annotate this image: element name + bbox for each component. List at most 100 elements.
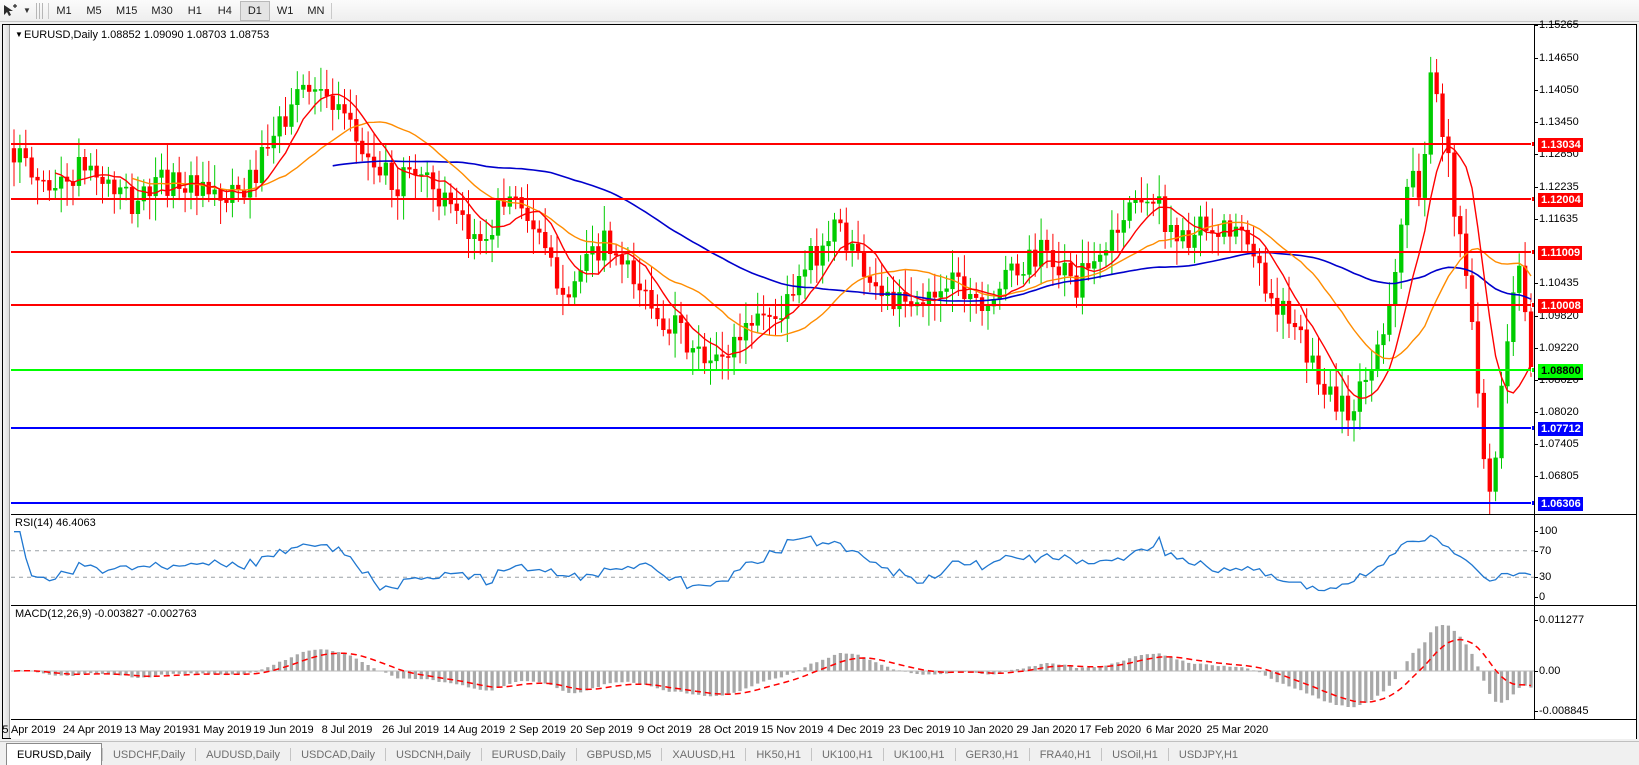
tab-divider <box>195 748 197 761</box>
price-axis-tick: 1.09220 <box>1535 341 1579 354</box>
macd-axis[interactable]: 0.011277 0.00 -0.008845 <box>1534 606 1636 719</box>
chart-tab-fra40-h1[interactable]: FRA40,H1 <box>1039 749 1092 761</box>
rsi-series-svg <box>11 531 1534 592</box>
timeframe-m15[interactable]: M15 <box>116 4 138 17</box>
chart-tab-usdjpy-h1[interactable]: USDJPY,H1 <box>1178 749 1239 761</box>
rsi-axis-tick: 100 <box>1534 525 1558 537</box>
timeframe-mn[interactable]: MN <box>307 4 325 17</box>
price-plot[interactable] <box>11 25 1534 514</box>
price-axis-tick: 1.13450 <box>1535 115 1579 128</box>
price-level-chip-1.13034: 1.13034 <box>1538 138 1583 153</box>
time-axis-label: 9 Oct 2019 <box>638 724 692 736</box>
tab-divider <box>101 748 103 761</box>
macd-plot[interactable] <box>11 606 1534 719</box>
rsi-plot[interactable] <box>11 515 1534 605</box>
time-axis-label: 10 Jan 2020 <box>952 724 1014 736</box>
level-line-1.13034[interactable] <box>11 141 1537 148</box>
grip-handle-icon[interactable] <box>36 2 44 19</box>
price-axis-tick: 1.11635 <box>1535 212 1578 225</box>
timeframe-m1[interactable]: M1 <box>56 4 72 17</box>
macd-panel[interactable]: MACD(12,26,9) -0.003827 -0.002763 0.0112… <box>11 606 1636 719</box>
price-axis[interactable]: 1.15265 1.14650 1.14050 1.13450 1.12850 1.122… <box>1534 20 1636 514</box>
chart-tab-eurusd-daily[interactable]: EURUSD,Daily <box>6 743 102 765</box>
rsi-panel[interactable]: RSI(14) 46.4063 100 70 30 0 <box>11 515 1636 605</box>
chart-tab-usdcad-daily[interactable]: USDCAD,Daily <box>301 749 376 761</box>
level-line-1.08800[interactable] <box>11 366 1537 373</box>
chart-tab-ger30-h1[interactable]: GER30,H1 <box>965 749 1019 761</box>
rsi-axis-tick: 30 <box>1534 571 1552 584</box>
timeframe-m5[interactable]: M5 <box>86 4 102 17</box>
timeframe-h4[interactable]: H4 <box>217 4 232 17</box>
timeframe-h1[interactable]: H1 <box>187 4 202 17</box>
time-axis-label: 26 Jul 2019 <box>382 724 440 736</box>
macd-axis-tick: 0.011277 <box>1534 614 1585 626</box>
chart-tab-eurusd-daily[interactable]: EURUSD,Daily <box>491 749 566 761</box>
level-line-1.06306[interactable] <box>11 500 1537 506</box>
time-axis-label: 29 Jan 2020 <box>1016 724 1077 736</box>
rsi-axis[interactable]: 100 70 30 0 <box>1534 515 1636 605</box>
chart-tab-usdcnh-daily[interactable]: USDCNH,Daily <box>396 749 471 761</box>
price-axis-tick: 1.14050 <box>1535 83 1579 96</box>
tab-divider <box>1101 748 1103 761</box>
price-axis-tick: 1.15265 <box>1535 19 1579 31</box>
ma-mid-line <box>131 121 1532 360</box>
chart-tab-uk100-h1[interactable]: UK100,H1 <box>893 749 945 761</box>
time-axis-label: 20 Sep 2019 <box>570 724 633 736</box>
panel-separator-1 <box>11 514 1636 515</box>
time-axis-label: 6 Mar 2020 <box>1145 724 1202 736</box>
chart-vertical-scrollbar[interactable] <box>3 25 10 738</box>
price-axis-tick: 1.06805 <box>1535 470 1579 483</box>
panel-separator-2 <box>11 605 1636 606</box>
time-axis-label: 8 Jul 2019 <box>321 724 373 736</box>
level-line-1.07712[interactable] <box>11 424 1537 431</box>
price-axis-tick: 1.12235 <box>1535 180 1579 193</box>
timeframe-m30[interactable]: M30 <box>151 4 173 17</box>
price-level-chip-1.12004: 1.12004 <box>1538 192 1583 207</box>
price-panel[interactable]: ▼EURUSD,Daily 1.08852 1.09090 1.08703 1.… <box>11 20 1636 514</box>
timeframe-w1[interactable]: W1 <box>276 4 294 17</box>
level-line-1.12004[interactable] <box>11 195 1537 202</box>
chart-tab-gbpusd-m5[interactable]: GBPUSD,M5 <box>586 749 652 761</box>
rsi-line <box>14 531 1532 592</box>
tab-divider <box>882 748 884 761</box>
level-line-1.11009[interactable] <box>11 249 1537 256</box>
dropdown-caret-icon[interactable]: ▼ <box>23 6 31 15</box>
time-axis-label: 13 May 2019 <box>124 724 188 736</box>
price-level-chip-1.08800: 1.08800 <box>1538 363 1583 378</box>
chart-tab-bar: EURUSD,Daily USDCHF,Daily AUDUSD,Daily USDC… <box>0 741 1639 765</box>
chart-tab-audusd-daily[interactable]: AUDUSD,Daily <box>206 749 281 761</box>
chart-tab-usdchf-daily[interactable]: USDCHF,Daily <box>112 749 186 761</box>
price-axis-tick: 1.12850 <box>1535 147 1579 160</box>
time-axis-label: 15 Nov 2019 <box>760 724 824 736</box>
time-axis-label: 28 Oct 2019 <box>698 724 759 736</box>
timeframe-d1[interactable]: D1 <box>239 0 270 21</box>
price-axis-tick: 1.10435 <box>1535 276 1579 289</box>
tab-divider <box>810 748 812 761</box>
level-line-1.10008[interactable] <box>11 302 1537 309</box>
tab-divider <box>385 748 387 761</box>
time-axis[interactable]: 5 Apr 2019 24 Apr 2019 13 May 2019 31 May 2… <box>2 719 1636 739</box>
chart-tab-uk100-h1[interactable]: UK100,H1 <box>821 749 873 761</box>
price-series-svg <box>11 56 1534 514</box>
price-level-chip-1.10008: 1.10008 <box>1538 299 1583 314</box>
tab-divider <box>290 748 292 761</box>
price-axis-tick: 1.07405 <box>1535 438 1579 451</box>
chart-tab-hk50-h1[interactable]: HK50,H1 <box>756 749 801 761</box>
chart-tab-xauusd-h1[interactable]: XAUUSD,H1 <box>672 749 736 761</box>
toolbar: ▼ M1 M5 M15 M30 H1 H4 D1 W1 MN <box>0 0 1639 22</box>
toolbar-divider <box>48 2 49 19</box>
price-level-chip-1.06306: 1.06306 <box>1538 497 1583 511</box>
rsi-axis-tick: 70 <box>1534 544 1552 557</box>
rsi-axis-tick: 0 <box>1534 591 1546 603</box>
macd-series-svg <box>11 625 1534 708</box>
tab-divider <box>745 748 747 761</box>
price-axis-tick: 1.09820 <box>1535 309 1579 322</box>
chart-canvas[interactable]: ▼EURUSD,Daily 1.08852 1.09090 1.08703 1.… <box>2 20 1637 739</box>
chart-tab-usoil-h1[interactable]: USOil,H1 <box>1112 749 1158 761</box>
cursor-crosshair-icon[interactable] <box>0 1 20 21</box>
tab-divider <box>954 748 956 761</box>
price-level-chip-1.07712: 1.07712 <box>1538 421 1583 436</box>
time-axis-label: 23 Dec 2019 <box>888 724 951 736</box>
collapse-caret-icon[interactable]: ▼ <box>15 30 23 39</box>
tab-divider <box>661 748 663 761</box>
